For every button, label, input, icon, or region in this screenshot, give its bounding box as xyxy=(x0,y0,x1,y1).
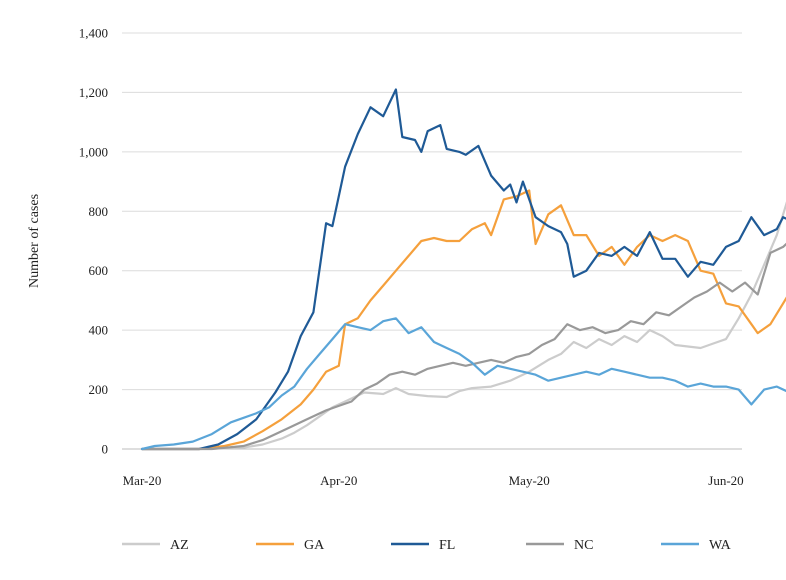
y-tick-label: 400 xyxy=(89,323,109,338)
x-axis-ticks: Mar-20 Apr-20 May-20 Jun-20 xyxy=(123,473,744,488)
series-line-fl xyxy=(140,88,786,451)
series-line-ga xyxy=(140,189,786,451)
legend: AZ GA FL NC WA xyxy=(122,538,732,553)
legend-label-ga: GA xyxy=(304,538,325,553)
series-lines xyxy=(140,88,786,451)
y-tick-label: 0 xyxy=(102,442,109,457)
y-axis-ticks: 0 200 400 600 800 1,000 1,200 1,400 xyxy=(79,26,108,457)
y-tick-label: 1,400 xyxy=(79,26,108,41)
y-tick-label: 200 xyxy=(89,382,109,397)
y-tick-label: 800 xyxy=(89,204,109,219)
series-line-nc xyxy=(140,242,786,451)
x-tick-label: Apr-20 xyxy=(320,473,357,488)
x-tick-label: May-20 xyxy=(509,473,550,488)
gridlines xyxy=(122,32,742,391)
legend-label-nc: NC xyxy=(574,538,593,553)
y-tick-label: 1,200 xyxy=(79,85,108,100)
y-tick-label: 600 xyxy=(89,263,109,278)
x-tick-label: Jun-20 xyxy=(708,473,743,488)
legend-label-az: AZ xyxy=(170,538,189,553)
series-line-wa xyxy=(140,317,786,451)
legend-label-wa: WA xyxy=(709,538,732,553)
y-tick-label: 1,000 xyxy=(79,144,108,159)
y-axis-title: Number of cases xyxy=(27,194,42,288)
legend-label-fl: FL xyxy=(439,538,455,553)
x-tick-label: Mar-20 xyxy=(123,473,162,488)
series-line-az xyxy=(140,201,786,451)
